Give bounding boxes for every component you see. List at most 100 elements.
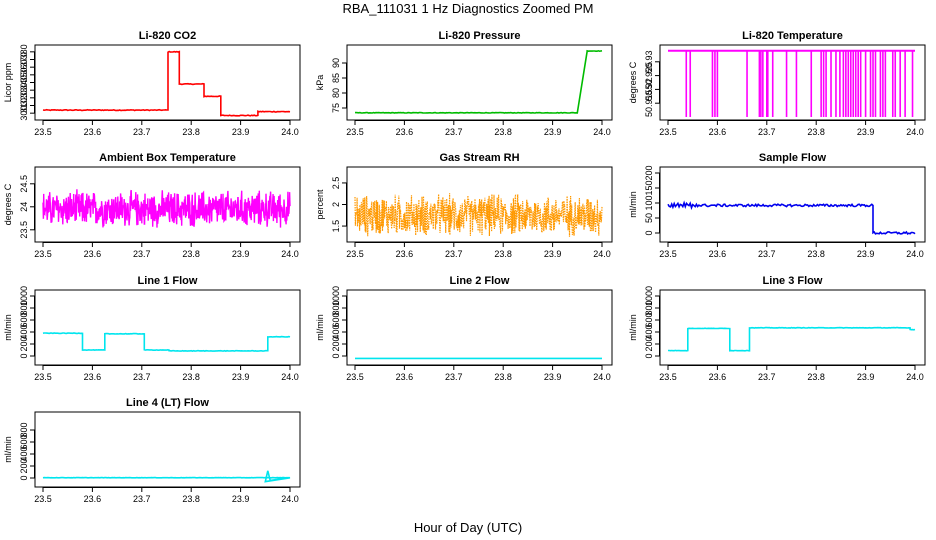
x-tick-label: 23.5 bbox=[34, 494, 52, 504]
x-tick-label: 23.8 bbox=[182, 249, 200, 259]
panel-title: Ambient Box Temperature bbox=[99, 152, 236, 164]
x-tick-label: 24.0 bbox=[906, 127, 924, 137]
y-tick-label: 600 bbox=[19, 434, 29, 449]
chart-panel: Gas Stream RH 23.5 23.6 23.7 23.8 23.9 24.0 1.5… bbox=[315, 152, 613, 259]
series-line bbox=[42, 50, 291, 117]
series-line bbox=[668, 326, 916, 352]
x-tick-label: 23.8 bbox=[494, 127, 512, 137]
x-tick-label: 23.9 bbox=[544, 372, 562, 382]
x-tick-label: 23.6 bbox=[84, 127, 102, 137]
x-tick-label: 24.0 bbox=[593, 249, 611, 259]
x-tick-label: 23.7 bbox=[133, 494, 151, 504]
y-tick-label: 50.915 bbox=[644, 89, 654, 117]
plot-frame bbox=[346, 289, 613, 366]
y-axis-title: ml/min bbox=[315, 314, 325, 341]
y-tick-label: 50.92 bbox=[644, 78, 654, 101]
x-tick-label: 23.9 bbox=[544, 127, 562, 137]
y-tick-label: 340 bbox=[19, 75, 29, 90]
x-tick-label: 23.7 bbox=[758, 127, 776, 137]
chart-panel: Line 2 Flow 23.5 23.6 23.7 23.8 23.9 24.0 0 2004… bbox=[315, 275, 613, 382]
x-tick-label: 23.6 bbox=[84, 372, 102, 382]
y-tick-label: 800 bbox=[644, 300, 654, 315]
y-tick-label: 800 bbox=[19, 422, 29, 437]
x-tick-label: 24.0 bbox=[281, 494, 299, 504]
x-tick-label: 23.9 bbox=[857, 249, 875, 259]
y-tick-label: 0 bbox=[644, 353, 654, 358]
y-tick-label: 150 bbox=[644, 180, 654, 195]
y-tick-label: 200 bbox=[644, 336, 654, 351]
y-tick-label: 0 bbox=[19, 353, 29, 358]
chart-panel: Line 3 Flow 23.5 23.6 23.7 23.8 23.9 24.0 0 2004… bbox=[628, 275, 926, 382]
y-axis-title: Licor ppm bbox=[3, 63, 13, 103]
plot-frame bbox=[34, 289, 301, 366]
y-axis-title: ml/min bbox=[628, 191, 638, 218]
plot-frame bbox=[659, 166, 926, 243]
y-tick-label: 2.5 bbox=[331, 177, 341, 190]
x-tick-label: 23.8 bbox=[182, 494, 200, 504]
y-tick-label: 600 bbox=[644, 312, 654, 327]
x-tick-label: 23.9 bbox=[544, 249, 562, 259]
chart-panel: Line 1 Flow 23.5 23.6 23.7 23.8 23.9 24.0 0 2004… bbox=[3, 275, 301, 382]
chart-panel: Line 4 (LT) Flow 23.5 23.6 23.7 23.8 23.9 24.0… bbox=[3, 397, 301, 504]
plot-frame bbox=[34, 411, 301, 488]
y-axis-title: ml/min bbox=[3, 436, 13, 463]
series-line bbox=[667, 200, 916, 235]
series-line bbox=[42, 189, 291, 228]
y-tick-label: 400 bbox=[331, 324, 341, 339]
panel-title: Line 1 Flow bbox=[138, 275, 198, 287]
y-axis-title: ml/min bbox=[628, 314, 638, 341]
x-tick-label: 24.0 bbox=[906, 372, 924, 382]
series-line bbox=[354, 193, 603, 237]
x-tick-label: 23.5 bbox=[34, 249, 52, 259]
y-tick-label: 0 bbox=[331, 353, 341, 358]
y-tick-label: 1000 bbox=[644, 286, 654, 306]
panel-title: Li-820 CO2 bbox=[139, 30, 196, 42]
y-tick-label: 2 bbox=[331, 202, 341, 207]
y-axis-title: ml/min bbox=[3, 314, 13, 341]
y-tick-label: 320 bbox=[19, 90, 29, 105]
x-tick-label: 23.8 bbox=[494, 249, 512, 259]
y-axis-title: percent bbox=[315, 189, 325, 220]
x-tick-label: 23.6 bbox=[84, 494, 102, 504]
x-tick-label: 23.6 bbox=[709, 249, 727, 259]
y-tick-label: 600 bbox=[331, 312, 341, 327]
y-tick-label: 24 bbox=[19, 202, 29, 212]
chart-panel: Li-820 Pressure 23.5 23.6 23.7 23.8 23.9 24.0 7… bbox=[315, 30, 613, 137]
y-axis-title: degrees C bbox=[3, 183, 13, 225]
x-tick-label: 23.8 bbox=[807, 372, 825, 382]
y-tick-label: 310 bbox=[19, 98, 29, 113]
x-tick-label: 23.9 bbox=[232, 249, 250, 259]
y-tick-label: 90 bbox=[331, 58, 341, 68]
x-tick-label: 23.9 bbox=[857, 372, 875, 382]
x-tick-label: 23.5 bbox=[659, 372, 677, 382]
x-axis-title: Hour of Day (UTC) bbox=[414, 520, 522, 535]
x-tick-label: 23.5 bbox=[659, 127, 677, 137]
panel-title: Line 4 (LT) Flow bbox=[126, 397, 209, 409]
y-axis-title: degrees C bbox=[628, 61, 638, 103]
x-tick-label: 23.9 bbox=[232, 127, 250, 137]
y-tick-label: 300 bbox=[19, 106, 29, 121]
y-tick-label: 80 bbox=[331, 88, 341, 98]
chart-panel: Ambient Box Temperature 23.5 23.6 23.7 23.8 2… bbox=[3, 152, 301, 259]
x-tick-label: 23.6 bbox=[709, 372, 727, 382]
y-tick-label: 50.93 bbox=[644, 51, 654, 74]
y-tick-label: 400 bbox=[644, 324, 654, 339]
x-tick-label: 23.5 bbox=[346, 127, 364, 137]
y-tick-label: 800 bbox=[19, 300, 29, 315]
series-line bbox=[42, 470, 291, 483]
y-tick-label: 50 bbox=[644, 213, 654, 223]
x-tick-label: 23.6 bbox=[84, 249, 102, 259]
y-tick-label: 100 bbox=[644, 195, 654, 210]
panel-title: Li-820 Pressure bbox=[439, 30, 521, 42]
x-tick-label: 24.0 bbox=[281, 372, 299, 382]
y-tick-label: 600 bbox=[19, 312, 29, 327]
x-tick-label: 23.7 bbox=[133, 127, 151, 137]
panel-grid: Li-820 CO2 23.5 23.6 23.7 23.8 23.9 24.0 300310… bbox=[3, 30, 926, 504]
chart-panel: Li-820 Temperature 23.5 23.6 23.7 23.8 23.9 24… bbox=[628, 30, 926, 137]
y-tick-label: 800 bbox=[331, 300, 341, 315]
panel-title: Line 3 Flow bbox=[763, 275, 823, 287]
plot-frame bbox=[346, 44, 613, 121]
x-tick-label: 24.0 bbox=[906, 249, 924, 259]
x-tick-label: 23.8 bbox=[182, 372, 200, 382]
